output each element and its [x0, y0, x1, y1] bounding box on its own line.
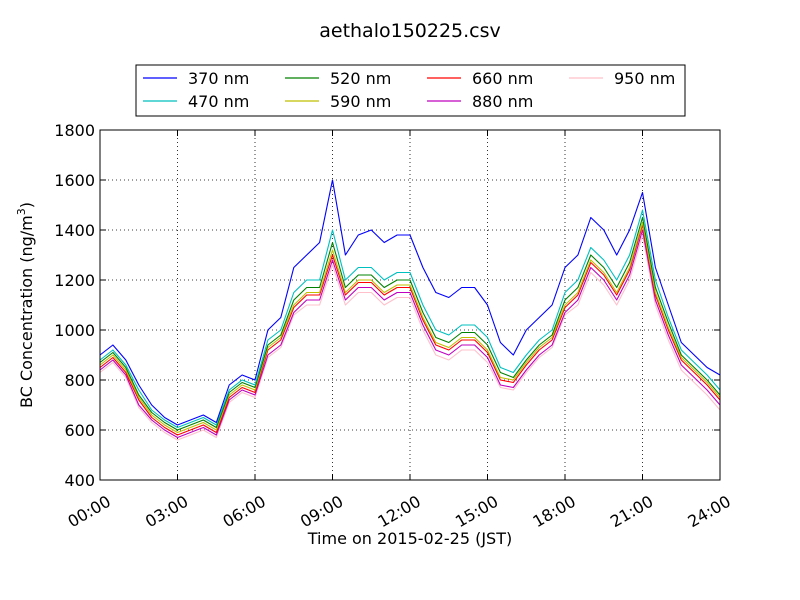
series-line-520-nm [99, 216, 721, 431]
ticks [99, 129, 721, 481]
grid [100, 130, 720, 480]
series-line-660-nm [99, 224, 721, 436]
legend-entry: 520 nm [330, 69, 391, 88]
y-tick-label: 600 [64, 421, 95, 440]
y-axis-label-close: ) [17, 202, 36, 208]
legend-entry: 660 nm [472, 69, 533, 88]
x-axis-label: Time on 2015-02-25 (JST) [307, 529, 512, 548]
legend-entry: 880 nm [472, 92, 533, 111]
y-axis-label: BC Concentration (ng/m3) [15, 202, 36, 408]
x-tick-label: 21:00 [607, 492, 656, 532]
legend-box [135, 64, 686, 117]
y-tick-labels: 400 600 800 1000 1200 1400 1600 1800 [54, 121, 95, 490]
y-axis-label-main: BC Concentration (ng/m [17, 215, 36, 408]
x-tick-label: 24:00 [684, 492, 733, 532]
y-tick-label: 1600 [54, 171, 95, 190]
series-line-370-nm [99, 179, 721, 426]
x-tick-label: 09:00 [297, 492, 346, 532]
y-tick-label: 1200 [54, 271, 95, 290]
series-line-590-nm [99, 221, 721, 434]
x-tick-label: 00:00 [64, 492, 113, 532]
x-tick-label: 18:00 [529, 492, 578, 532]
series-line-880-nm [99, 229, 721, 439]
y-tick-label: 1400 [54, 221, 95, 240]
legend-entry: 950 nm [614, 69, 675, 88]
x-tick-labels: 00:00 03:00 06:00 09:00 12:00 15:00 18:00 21:00… [64, 492, 733, 532]
series-line-950-nm [99, 234, 721, 441]
x-tick-label: 15:00 [452, 492, 501, 532]
legend-entry: 470 nm [188, 92, 249, 111]
y-tick-label: 800 [64, 371, 95, 390]
series-layer [99, 179, 721, 441]
legend: 370 nm 470 nm 520 nm 590 nm 660 nm 880 nm 950 … [135, 64, 686, 117]
legend-entry: 590 nm [330, 92, 391, 111]
legend-entry: 370 nm [188, 69, 249, 88]
y-tick-label: 1000 [54, 321, 95, 340]
x-tick-label: 12:00 [374, 492, 423, 532]
y-axis-label-superscript: 3 [15, 208, 28, 215]
chart-title: aethalo150225.csv [319, 20, 501, 42]
y-tick-label: 400 [64, 471, 95, 490]
x-tick-label: 06:00 [219, 492, 268, 532]
series-line-470-nm [99, 209, 721, 429]
y-tick-label: 1800 [54, 121, 95, 140]
x-tick-label: 03:00 [142, 492, 191, 532]
